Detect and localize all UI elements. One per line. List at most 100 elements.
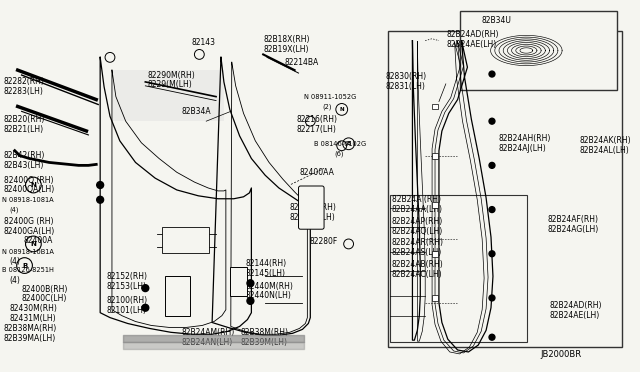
Bar <box>432 202 438 208</box>
Text: N: N <box>31 182 36 188</box>
Text: 82B24AK(RH): 82B24AK(RH) <box>579 136 631 145</box>
Text: 82100(RH): 82100(RH) <box>106 296 147 305</box>
Text: 82440M(RH): 82440M(RH) <box>246 282 293 291</box>
Circle shape <box>247 298 254 304</box>
Text: 82B38M(RH): 82B38M(RH) <box>241 328 289 337</box>
FancyBboxPatch shape <box>298 186 324 229</box>
Circle shape <box>489 334 495 340</box>
Text: 82282(RH): 82282(RH) <box>4 77 45 86</box>
Text: 82B24AP(RH): 82B24AP(RH) <box>392 217 443 226</box>
Text: 82B38MA(RH): 82B38MA(RH) <box>4 324 57 333</box>
Circle shape <box>142 285 148 292</box>
Text: 82B24AB(RH): 82B24AB(RH) <box>392 260 444 269</box>
Text: 82B24AN(LH): 82B24AN(LH) <box>182 338 233 347</box>
Text: 82431M(LH): 82431M(LH) <box>10 314 56 323</box>
Text: 82B24AE(LH): 82B24AE(LH) <box>550 311 600 320</box>
Text: 82B24A (RH): 82B24A (RH) <box>392 195 441 204</box>
Text: 82400Q (RH): 82400Q (RH) <box>4 176 53 185</box>
Bar <box>390 195 527 342</box>
Text: 82101(LH): 82101(LH) <box>106 306 146 315</box>
Text: 82B34A: 82B34A <box>182 107 211 116</box>
Text: 82B21(LH): 82B21(LH) <box>4 125 44 134</box>
Text: 82400B(RH): 82400B(RH) <box>22 285 68 294</box>
Text: 82830(RH): 82830(RH) <box>386 73 427 81</box>
Text: 82145(LH): 82145(LH) <box>246 269 285 278</box>
Circle shape <box>489 251 495 257</box>
Circle shape <box>489 295 495 301</box>
Text: 82B24AL(LH): 82B24AL(LH) <box>579 146 629 155</box>
Text: 8229(M(LH): 8229(M(LH) <box>147 80 192 89</box>
Text: (6): (6) <box>334 150 344 157</box>
Text: (2): (2) <box>322 103 332 110</box>
Text: 82B43(LH): 82B43(LH) <box>4 161 44 170</box>
Text: B 08146-6102G: B 08146-6102G <box>314 141 366 147</box>
Text: 82400A: 82400A <box>24 237 53 246</box>
Text: N 08918-1081A: N 08918-1081A <box>2 197 54 203</box>
Circle shape <box>97 182 104 189</box>
Text: 82B24AA(LH): 82B24AA(LH) <box>392 205 443 214</box>
Bar <box>460 11 617 90</box>
Circle shape <box>142 304 148 311</box>
Text: 82283(LH): 82283(LH) <box>4 87 44 96</box>
Circle shape <box>489 163 495 168</box>
Text: 82B24AC(LH): 82B24AC(LH) <box>392 270 442 279</box>
Text: 82B34U: 82B34U <box>481 16 511 25</box>
Bar <box>432 103 438 109</box>
Text: 82B20(RH): 82B20(RH) <box>4 115 45 124</box>
Text: 82B24AD(RH): 82B24AD(RH) <box>550 301 602 310</box>
Text: 82B24AS(LH): 82B24AS(LH) <box>392 248 442 257</box>
Polygon shape <box>112 70 224 121</box>
Text: 82831(LH): 82831(LH) <box>386 82 426 91</box>
Text: 82B24AD(RH): 82B24AD(RH) <box>447 30 499 39</box>
Text: 82B24AF(RH): 82B24AF(RH) <box>548 215 599 224</box>
Text: 82400AA: 82400AA <box>300 168 334 177</box>
Text: 82B24AR(RH): 82B24AR(RH) <box>392 238 444 247</box>
Text: 82214BA: 82214BA <box>285 58 319 67</box>
Text: B: B <box>346 141 351 146</box>
Text: 82280F: 82280F <box>309 237 337 247</box>
Text: 82B24AQ(LH): 82B24AQ(LH) <box>392 227 443 236</box>
Text: 82B19X(LH): 82B19X(LH) <box>263 45 308 54</box>
Bar <box>432 251 438 257</box>
Text: 82B39MA(LH): 82B39MA(LH) <box>4 334 56 343</box>
Text: 82400C(LH): 82400C(LH) <box>22 294 67 304</box>
Circle shape <box>489 206 495 212</box>
Text: 82B24AJ(LH): 82B24AJ(LH) <box>499 144 547 153</box>
Bar <box>162 227 209 253</box>
Text: 82400QA(LH): 82400QA(LH) <box>4 185 55 195</box>
Text: JB2000BR: JB2000BR <box>540 350 581 359</box>
Text: 82290M(RH): 82290M(RH) <box>147 71 195 80</box>
Text: 82245N(LH): 82245N(LH) <box>290 213 335 222</box>
Text: 82B24AG(LH): 82B24AG(LH) <box>548 225 599 234</box>
Text: N: N <box>339 107 344 112</box>
Bar <box>388 31 621 347</box>
Bar <box>165 276 189 315</box>
Circle shape <box>489 118 495 124</box>
Text: 82440N(LH): 82440N(LH) <box>246 292 291 301</box>
Text: 82152(RH): 82152(RH) <box>106 272 147 281</box>
Circle shape <box>97 196 104 203</box>
Text: 82400G (RH): 82400G (RH) <box>4 217 53 226</box>
Text: 82400GA(LH): 82400GA(LH) <box>4 227 55 236</box>
Text: 82217(LH): 82217(LH) <box>296 125 337 134</box>
Circle shape <box>247 280 254 287</box>
Text: (4): (4) <box>10 206 19 213</box>
Text: 82144(RH): 82144(RH) <box>246 259 287 268</box>
Text: N: N <box>31 241 36 247</box>
Text: 82143: 82143 <box>191 38 216 47</box>
Text: 82B42(RH): 82B42(RH) <box>4 151 45 160</box>
Text: 82216(RH): 82216(RH) <box>296 115 337 124</box>
Text: 82B39M(LH): 82B39M(LH) <box>241 338 287 347</box>
Text: (4): (4) <box>10 276 20 285</box>
Bar <box>230 266 248 296</box>
Text: N 08911-1052G: N 08911-1052G <box>305 94 356 100</box>
Text: 82153(LH): 82153(LH) <box>106 282 146 291</box>
Text: B: B <box>22 263 27 269</box>
Text: 82B24AM(RH): 82B24AM(RH) <box>182 328 235 337</box>
Text: 82430M(RH): 82430M(RH) <box>10 304 58 313</box>
Circle shape <box>489 71 495 77</box>
Text: 82B24AE(LH): 82B24AE(LH) <box>447 40 497 49</box>
Text: (4): (4) <box>10 257 20 266</box>
Text: 82B24AH(RH): 82B24AH(RH) <box>499 134 551 143</box>
Text: 82B18X(RH): 82B18X(RH) <box>263 35 310 44</box>
